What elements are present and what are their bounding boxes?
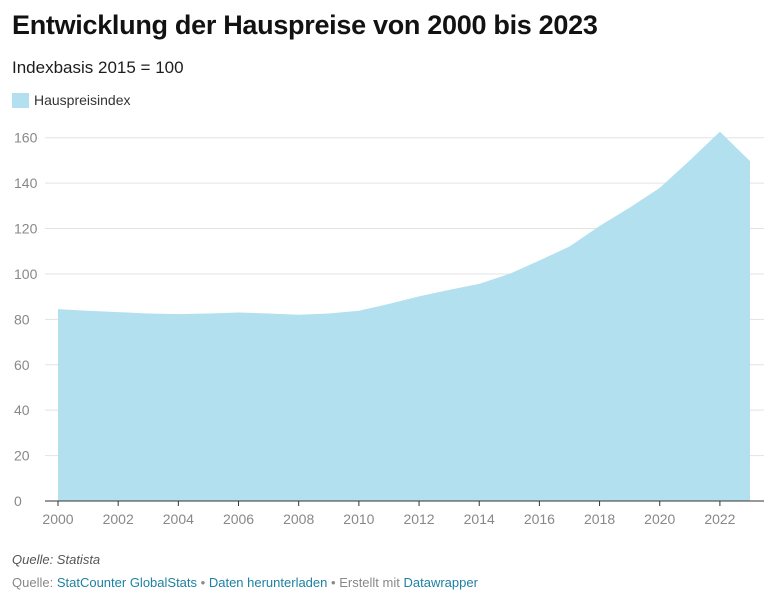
x-tick-label: 2004 — [163, 511, 194, 527]
download-data-link[interactable]: Daten herunterladen — [208, 575, 328, 590]
x-tick-label: 2010 — [343, 511, 374, 527]
legend-label: Hauspreisindex — [34, 92, 131, 108]
y-tick-label: 20 — [14, 448, 30, 464]
x-tick-label: 2000 — [42, 511, 73, 527]
footer: Quelle: StatCounter GlobalStats • Daten … — [12, 575, 478, 590]
axis-layer: 0 20 40 60 80 100 120 140 160 2000 2002 2004 2006 200… — [14, 130, 764, 527]
x-tick-label: 2014 — [464, 511, 495, 527]
y-tick-label: 120 — [14, 221, 38, 237]
x-tick-label: 2002 — [103, 511, 134, 527]
area-layer — [58, 131, 750, 501]
legend: Hauspreisindex — [12, 92, 131, 108]
chart-subtitle: Indexbasis 2015 = 100 — [12, 58, 184, 77]
footer-source-label: Quelle: — [12, 575, 54, 590]
x-tick-label: 2022 — [704, 511, 735, 527]
x-tick-label: 2020 — [644, 511, 675, 527]
source-link[interactable]: StatCounter GlobalStats — [56, 575, 198, 590]
y-tick-label: 100 — [14, 266, 38, 282]
x-tick-label: 2006 — [223, 511, 254, 527]
footer-separator: • — [331, 575, 336, 590]
y-tick-label: 0 — [14, 493, 22, 509]
x-tick-label: 2018 — [584, 511, 615, 527]
x-tick-label: 2016 — [524, 511, 555, 527]
y-tick-label: 40 — [14, 402, 30, 418]
source-note: Quelle: Statista — [12, 552, 101, 567]
footer-created-with: Erstellt mit — [339, 575, 400, 590]
chart-title: Entwicklung der Hauspreise von 2000 bis … — [12, 10, 598, 40]
legend-swatch — [12, 92, 29, 108]
y-tick-label: 60 — [14, 357, 30, 373]
x-tick-label: 2012 — [403, 511, 434, 527]
datawrapper-link[interactable]: Datawrapper — [403, 575, 478, 590]
footer-separator: • — [200, 575, 206, 590]
series-area-hauspreisindex — [58, 131, 750, 501]
y-tick-label: 140 — [14, 175, 38, 191]
y-tick-label: 80 — [14, 311, 30, 327]
x-tick-label: 2008 — [283, 511, 314, 527]
y-tick-label: 160 — [14, 130, 38, 146]
